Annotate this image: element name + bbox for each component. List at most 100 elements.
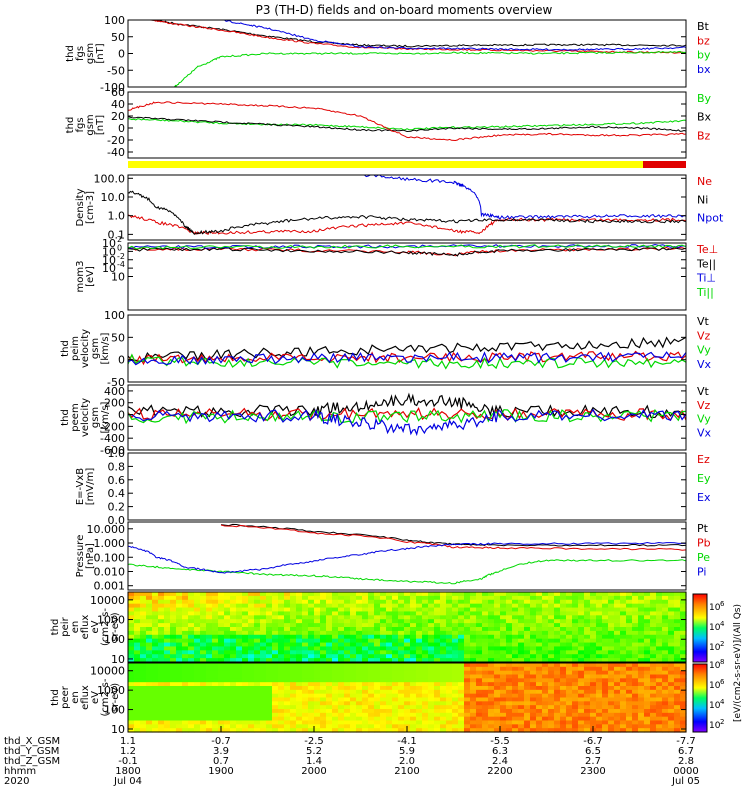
heatmap-cell — [374, 701, 381, 706]
heatmap-cell — [626, 607, 633, 613]
series-line-ni — [127, 190, 687, 235]
heatmap-cell — [374, 678, 381, 683]
heatmap-cell — [518, 654, 525, 659]
heatmap-cell — [524, 670, 531, 676]
heatmap-cell — [230, 611, 237, 616]
heatmap-cell — [386, 646, 393, 651]
heatmap-cell — [566, 650, 573, 655]
heatmap-cell — [218, 697, 225, 702]
heatmap-cell — [518, 678, 525, 683]
heatmap-cell — [434, 728, 441, 733]
heatmap-cell — [584, 689, 591, 695]
heatmap-cell — [128, 682, 135, 687]
heatmap-cell — [644, 595, 651, 601]
heatmap-cell — [356, 697, 363, 702]
heatmap-cell — [170, 674, 177, 679]
heatmap-cell — [356, 663, 363, 668]
heatmap-cell — [392, 689, 399, 695]
heatmap-cell — [614, 705, 621, 710]
heatmap-cell — [386, 666, 393, 672]
heatmap-cell — [278, 716, 285, 722]
heatmap-cell — [218, 658, 225, 663]
heatmap-cell — [362, 650, 369, 655]
heatmap-cell — [302, 638, 309, 644]
heatmap-cell — [140, 607, 147, 613]
heatmap-cell — [614, 693, 621, 699]
legend-label: Ti⊥ — [696, 272, 716, 285]
heatmap-cell — [332, 638, 339, 644]
heatmap-cell — [278, 638, 285, 644]
heatmap-cell — [356, 693, 363, 699]
heatmap-cell — [290, 611, 297, 616]
heatmap-cell — [314, 658, 321, 663]
heatmap-cell — [512, 603, 519, 609]
heatmap-cell — [512, 592, 519, 597]
heatmap-cell — [284, 666, 291, 672]
heatmap-cell — [554, 701, 561, 706]
colorbar-tick: 10 — [709, 701, 721, 711]
heatmap-cell — [656, 650, 663, 655]
heatmap-cell — [548, 607, 555, 613]
ephem-value: 6.3 — [492, 746, 508, 757]
heatmap-cell — [638, 728, 645, 733]
heatmap-cell — [230, 654, 237, 659]
heatmap-cell — [506, 623, 513, 628]
heatmap-cell — [476, 642, 483, 648]
colorbar-tick: 10 — [709, 643, 721, 653]
heatmap-cell — [596, 627, 603, 632]
heatmap-cell — [296, 654, 303, 659]
heatmap-cell — [644, 623, 651, 628]
heatmap-cell — [272, 674, 279, 679]
heatmap-cell — [488, 592, 495, 597]
heatmap-cell — [230, 705, 237, 710]
heatmap-cell — [248, 599, 255, 605]
heatmap-cell — [668, 693, 675, 699]
heatmap-cell — [308, 603, 315, 609]
heatmap-cell — [194, 666, 201, 672]
heatmap-cell — [278, 642, 285, 648]
heatmap-cell — [590, 603, 597, 609]
heatmap-cell — [434, 607, 441, 613]
heatmap-cell — [446, 701, 453, 706]
y-tick-label: 10.0 — [101, 191, 126, 204]
heatmap-cell — [530, 712, 537, 718]
heatmap-cell — [656, 689, 663, 695]
heatmap-cell — [236, 693, 243, 699]
heatmap-cell — [632, 599, 639, 605]
colorbar-label: [eV/(cm2-s-sr-eV)]/(All Qs) — [733, 604, 743, 722]
heatmap-cell — [284, 663, 291, 668]
heatmap-cell — [326, 670, 333, 676]
heatmap-cell — [584, 611, 591, 616]
heatmap-cell — [458, 678, 465, 683]
heatmap-cell — [422, 595, 429, 601]
heatmap-cell — [566, 678, 573, 683]
heatmap-cell — [530, 619, 537, 624]
heatmap-cell — [182, 663, 189, 668]
heatmap-cell — [410, 615, 417, 620]
legend-label: Te|| — [696, 257, 716, 270]
heatmap-cell — [188, 720, 195, 725]
heatmap-cell — [176, 619, 183, 624]
heatmap-cell — [596, 650, 603, 655]
heatmap-cell — [404, 646, 411, 651]
y-axis-label: sr-eV) — [110, 612, 121, 641]
heatmap-cell — [344, 611, 351, 616]
heatmap-cell — [470, 638, 477, 644]
heatmap-cell — [164, 686, 171, 691]
heatmap-cell — [278, 693, 285, 699]
heatmap-cell — [134, 728, 141, 733]
heatmap-cell — [644, 603, 651, 609]
heatmap-cell — [332, 627, 339, 632]
heatmap-cell — [458, 619, 465, 624]
heatmap-cell — [512, 666, 519, 672]
heatmap-cell — [314, 654, 321, 659]
heatmap-cell — [380, 615, 387, 620]
heatmap-cell — [224, 634, 231, 640]
heatmap-cell — [632, 623, 639, 628]
heatmap-cell — [602, 595, 609, 601]
heatmap-cell — [284, 595, 291, 601]
heatmap-cell — [290, 630, 297, 636]
heatmap-cell — [248, 686, 255, 691]
heatmap-cell — [326, 630, 333, 636]
